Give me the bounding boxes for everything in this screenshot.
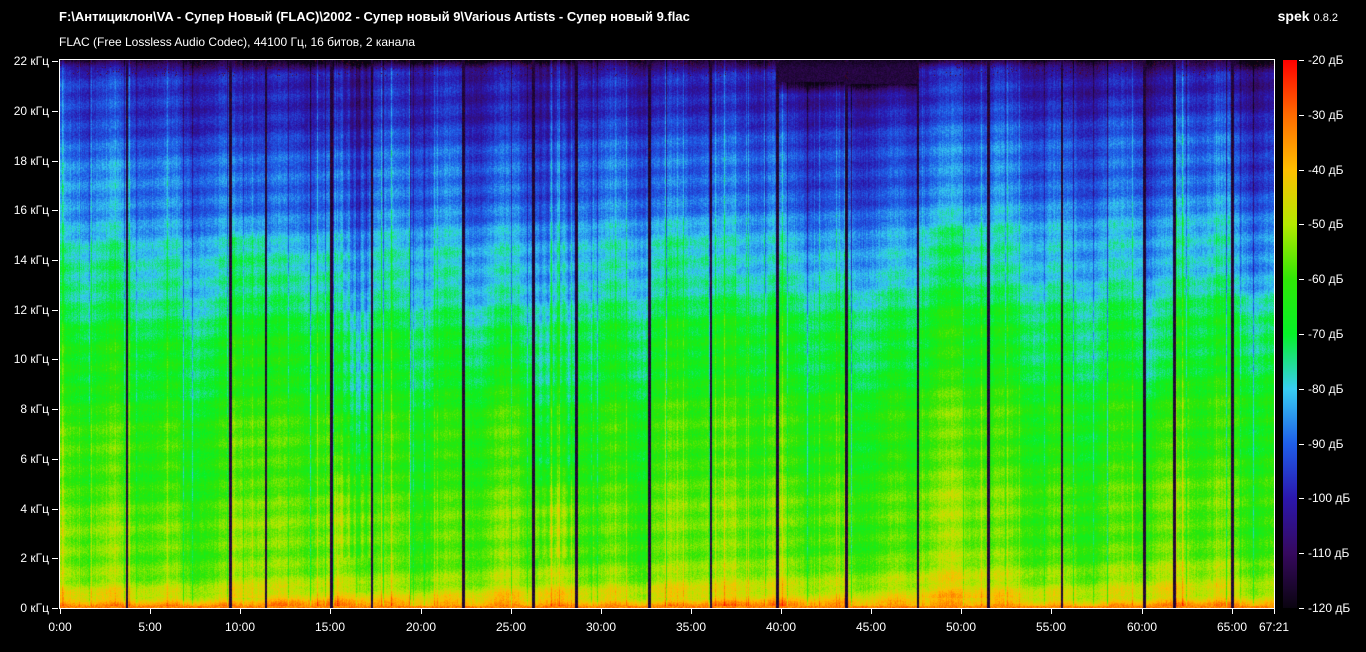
- app-name: spek: [1277, 8, 1310, 24]
- freq-tick: [52, 409, 58, 410]
- time-tick-label: 45:00: [855, 620, 887, 634]
- time-tick-label: 20:00: [405, 620, 437, 634]
- time-tick: [1274, 609, 1275, 614]
- db-tick: [1299, 60, 1304, 61]
- freq-tick-label: 16 кГц: [13, 203, 49, 217]
- freq-tick: [52, 558, 58, 559]
- db-tick: [1299, 444, 1304, 445]
- time-tick-label: 55:00: [1035, 620, 1067, 634]
- time-tick-label: 67:21: [1258, 620, 1290, 634]
- time-tick-label: 15:00: [314, 620, 346, 634]
- db-tick-label: -20 дБ: [1308, 53, 1344, 67]
- spectrogram-canvas: [60, 60, 1274, 608]
- spectrogram-frame: [59, 59, 1275, 609]
- freq-tick: [52, 210, 58, 211]
- freq-tick-label: 20 кГц: [13, 104, 49, 118]
- freq-tick-label: 14 кГц: [13, 253, 49, 267]
- db-tick-label: -120 дБ: [1308, 601, 1351, 615]
- db-tick-label: -90 дБ: [1308, 437, 1344, 451]
- freq-tick: [52, 608, 58, 609]
- time-tick-label: 5:00: [138, 620, 162, 634]
- time-tick-label: 30:00: [585, 620, 617, 634]
- time-tick: [781, 609, 782, 614]
- time-tick-label: 50:00: [945, 620, 977, 634]
- db-tick-label: -70 дБ: [1308, 327, 1344, 341]
- time-tick: [691, 609, 692, 614]
- time-tick: [961, 609, 962, 614]
- db-tick: [1299, 224, 1304, 225]
- db-tick: [1299, 498, 1304, 499]
- freq-tick-label: 22 кГц: [13, 54, 49, 68]
- app-version: 0.8.2: [1313, 12, 1338, 24]
- db-tick: [1299, 170, 1304, 171]
- db-tick-label: -80 дБ: [1308, 382, 1344, 396]
- file-path-title: F:\Антициклон\VA - Супер Новый (FLAC)\20…: [59, 9, 690, 24]
- db-tick: [1299, 279, 1304, 280]
- time-tick-label: 60:00: [1126, 620, 1158, 634]
- freq-tick: [52, 111, 58, 112]
- time-tick: [60, 609, 61, 614]
- time-tick-label: 40:00: [765, 620, 797, 634]
- time-tick-label: 10:00: [224, 620, 256, 634]
- freq-tick-label: 18 кГц: [13, 154, 49, 168]
- freq-tick-label: 10 кГц: [13, 352, 49, 366]
- freq-tick: [52, 161, 58, 162]
- freq-tick-label: 2 кГц: [20, 551, 49, 565]
- freq-tick-label: 8 кГц: [20, 402, 49, 416]
- time-tick: [1232, 609, 1233, 614]
- time-tick: [871, 609, 872, 614]
- freq-tick: [52, 459, 58, 460]
- format-info: FLAC (Free Lossless Audio Codec), 44100 …: [59, 35, 415, 49]
- freq-tick: [52, 260, 58, 261]
- freq-tick-label: 12 кГц: [13, 303, 49, 317]
- time-tick: [1051, 609, 1052, 614]
- db-tick-label: -100 дБ: [1308, 491, 1351, 505]
- db-tick-label: -50 дБ: [1308, 217, 1344, 231]
- db-tick-label: -110 дБ: [1308, 546, 1350, 560]
- db-tick: [1299, 608, 1304, 609]
- freq-tick: [52, 359, 58, 360]
- freq-tick: [52, 61, 58, 62]
- db-tick: [1299, 389, 1304, 390]
- freq-tick: [52, 509, 58, 510]
- freq-tick: [52, 310, 58, 311]
- time-tick: [601, 609, 602, 614]
- time-tick-label: 65:00: [1216, 620, 1248, 634]
- app-brand: spek 0.8.2: [1278, 8, 1338, 24]
- freq-tick-label: 0 кГц: [20, 601, 49, 615]
- db-tick-label: -60 дБ: [1308, 272, 1344, 286]
- freq-tick-label: 6 кГц: [20, 452, 49, 466]
- time-tick-label: 0:00: [48, 620, 72, 634]
- db-tick: [1299, 115, 1304, 116]
- time-tick: [421, 609, 422, 614]
- time-tick: [1142, 609, 1143, 614]
- time-tick: [240, 609, 241, 614]
- time-tick: [150, 609, 151, 614]
- time-tick: [330, 609, 331, 614]
- freq-tick-label: 4 кГц: [20, 502, 49, 516]
- time-tick-label: 25:00: [495, 620, 527, 634]
- db-tick-label: -30 дБ: [1308, 108, 1344, 122]
- db-colorbar: [1283, 60, 1297, 608]
- db-tick-label: -40 дБ: [1308, 163, 1344, 177]
- db-tick: [1299, 334, 1304, 335]
- time-tick: [511, 609, 512, 614]
- time-tick-label: 35:00: [675, 620, 707, 634]
- db-tick: [1299, 553, 1304, 554]
